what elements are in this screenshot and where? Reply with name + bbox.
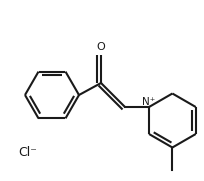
Text: N⁺: N⁺ — [142, 97, 155, 107]
Text: O: O — [96, 42, 105, 52]
Text: Cl⁻: Cl⁻ — [18, 146, 37, 159]
